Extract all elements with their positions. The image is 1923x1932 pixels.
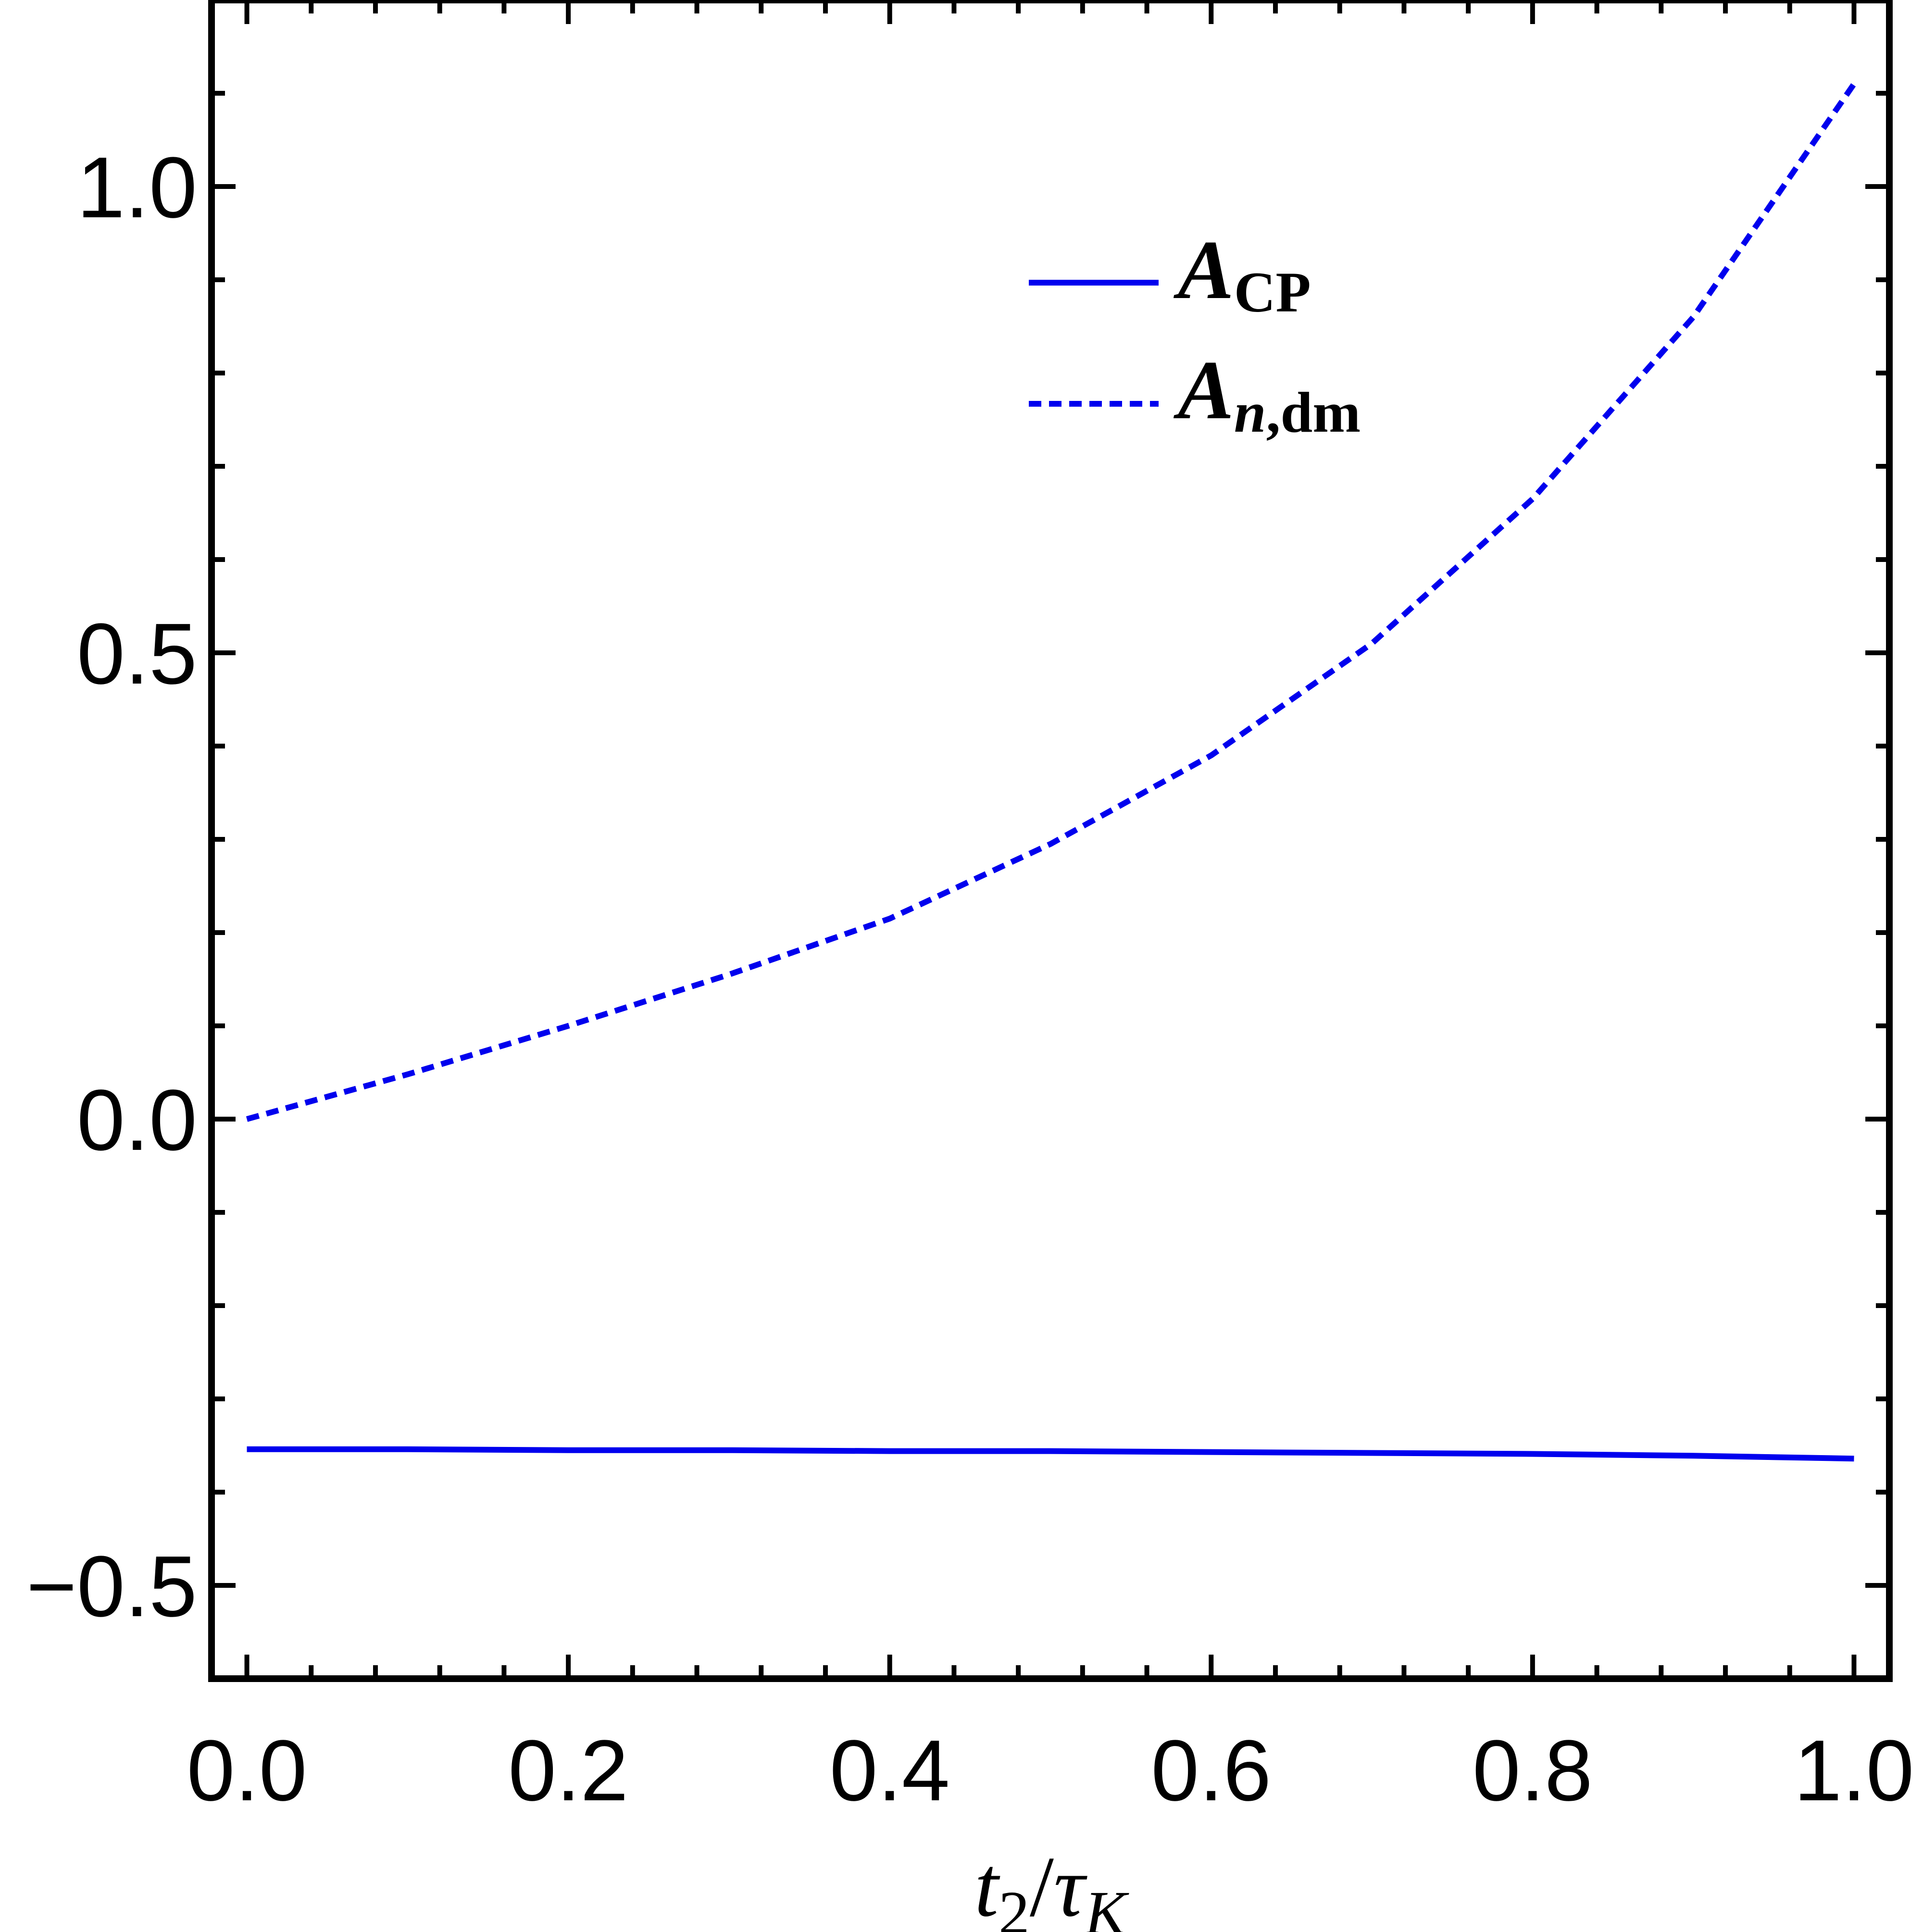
x-label-sub2: K (1084, 1879, 1129, 1932)
series-layer (246, 82, 1857, 1462)
y-tick-label: 0.5 (77, 606, 197, 702)
legend-andm-sub-italic: n (1234, 380, 1266, 444)
legend-andm-main: A (1173, 343, 1234, 436)
x-label-sub1: 2 (999, 1879, 1030, 1932)
series-line-andm (246, 82, 1857, 1122)
legend-andm-sub: ,dm (1266, 380, 1361, 444)
x-label-slash: / (1030, 1839, 1054, 1932)
x-tick-label: 0.6 (1151, 1722, 1271, 1819)
legend-label-andm: An,dm (1173, 343, 1361, 444)
plot-frame (208, 0, 1893, 1682)
x-tick-label: 1.0 (1794, 1722, 1914, 1819)
y-tick-label: 0.0 (77, 1072, 197, 1169)
legend-label-acp: ACP (1173, 223, 1311, 324)
tick-labels-layer: 0.0 0.2 0.4 0.6 0.8 1.0 −0.5 0.0 0.5 1.0 (26, 139, 1914, 1819)
x-axis-label: t2/τK (974, 1839, 1129, 1932)
y-tick-label: 1.0 (77, 139, 197, 236)
x-tick-label: 0.8 (1473, 1722, 1593, 1819)
x-label-t: t (974, 1839, 1000, 1932)
series-line-acp (247, 1446, 1854, 1462)
legend-acp-sub: CP (1234, 260, 1311, 324)
legend-acp-main: A (1173, 223, 1234, 316)
legend: ACP An,dm (1029, 223, 1361, 444)
x-tick-label: 0.4 (830, 1722, 950, 1819)
x-tick-label: 0.2 (508, 1722, 628, 1819)
ticks-layer (212, 0, 1889, 1681)
y-tick-label: −0.5 (26, 1538, 197, 1635)
x-label-tau: τ (1054, 1839, 1087, 1932)
x-tick-label: 0.0 (187, 1722, 307, 1819)
